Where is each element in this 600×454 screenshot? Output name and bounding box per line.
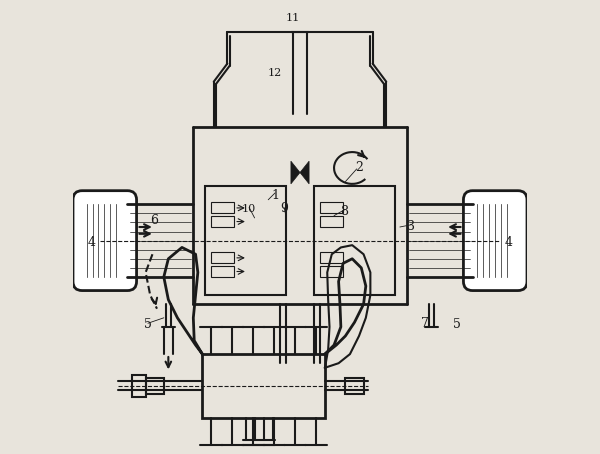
Bar bbox=[132, 375, 146, 397]
Bar bbox=[346, 378, 364, 394]
Bar bbox=[314, 186, 395, 295]
Text: 6: 6 bbox=[150, 214, 158, 227]
Text: 7: 7 bbox=[421, 317, 429, 330]
Text: 5: 5 bbox=[144, 318, 152, 331]
Text: 12: 12 bbox=[268, 68, 282, 78]
Bar bbox=[320, 216, 343, 227]
Text: 4: 4 bbox=[505, 237, 513, 249]
Bar bbox=[320, 252, 343, 263]
Bar bbox=[320, 266, 343, 277]
Text: 10: 10 bbox=[242, 204, 256, 214]
FancyBboxPatch shape bbox=[73, 191, 137, 291]
Bar bbox=[211, 216, 234, 227]
Bar bbox=[202, 354, 325, 418]
Text: 9: 9 bbox=[280, 202, 288, 215]
Bar bbox=[146, 378, 164, 394]
FancyBboxPatch shape bbox=[463, 191, 527, 291]
Text: 4: 4 bbox=[87, 237, 95, 249]
Text: 1: 1 bbox=[271, 189, 279, 202]
Text: 5: 5 bbox=[452, 318, 461, 331]
Polygon shape bbox=[291, 161, 300, 184]
Bar bbox=[211, 252, 234, 263]
Text: 11: 11 bbox=[286, 13, 301, 23]
Bar bbox=[320, 202, 343, 213]
Bar bbox=[205, 186, 286, 295]
Text: 2: 2 bbox=[355, 162, 363, 174]
Bar bbox=[211, 266, 234, 277]
Polygon shape bbox=[300, 161, 309, 184]
Bar bbox=[211, 202, 234, 213]
Text: 3: 3 bbox=[407, 221, 415, 233]
Text: 8: 8 bbox=[340, 205, 349, 217]
